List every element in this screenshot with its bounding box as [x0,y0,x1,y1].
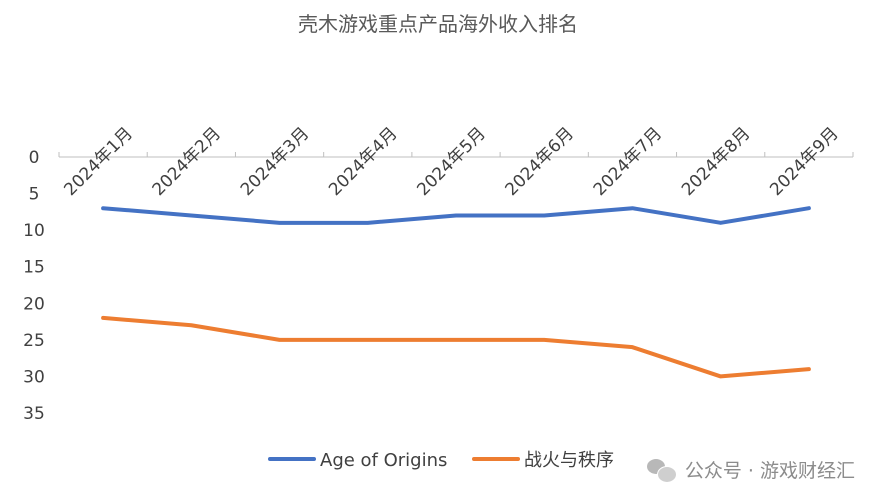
y-tick-label: 10 [23,221,45,241]
x-tick-label: 2024年1月 [60,124,136,200]
y-tick-label: 0 [29,148,40,168]
watermark-text: 公众号 · 游戏财经汇 [684,460,855,482]
watermark: 公众号 · 游戏财经汇 [646,456,855,483]
legend-label: Age of Origins [320,450,447,471]
x-tick-label: 2024年8月 [678,124,754,200]
chart-title: 壳木游戏重点产品海外收入排名 [298,12,578,36]
x-tick-label: 2024年6月 [502,124,578,200]
x-tick-label: 2024年4月 [325,124,401,200]
x-axis [58,152,854,158]
y-tick-label: 35 [23,404,45,424]
legend: Age of Origins 战火与秩序 [268,450,614,471]
y-tick-label: 15 [23,258,45,278]
y-tick-label: 30 [23,367,45,387]
wechat-icon [646,457,677,483]
x-tick-label: 2024年7月 [590,124,666,200]
x-tick-label: 2024年3月 [237,124,313,200]
y-tick-label: 25 [23,331,45,351]
x-tick-label: 2024年9月 [766,124,842,200]
x-tick-label: 2024年5月 [413,124,489,200]
series-lines [101,206,811,379]
x-tick-label: 2024年2月 [149,124,225,200]
y-tick-label: 20 [23,294,45,314]
y-tick-label: 5 [29,185,40,205]
y-axis-ticks: 0 5 10 15 20 25 30 35 [23,148,45,424]
x-axis-ticks: 2024年1月 2024年2月 2024年3月 2024年4月 2024年5月 2024年… [60,124,842,200]
legend-label: 战火与秩序 [524,450,614,471]
series-line-1 [101,315,811,379]
